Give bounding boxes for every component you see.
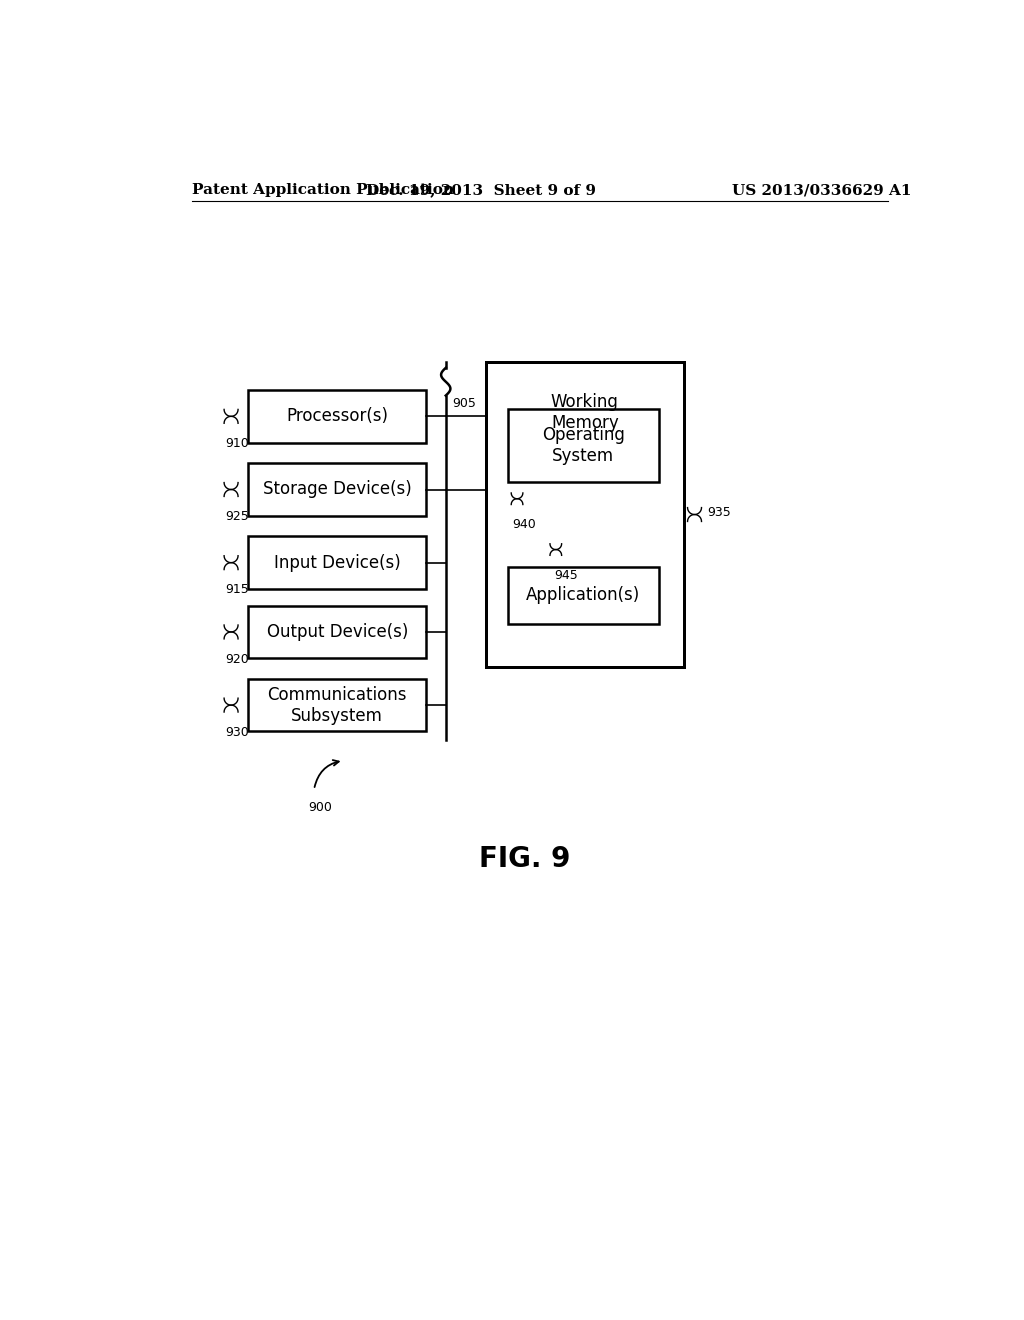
- Bar: [248, 678, 426, 731]
- Bar: [486, 363, 684, 667]
- Text: Working
Memory: Working Memory: [551, 393, 618, 432]
- Text: 940: 940: [512, 517, 537, 531]
- Text: 905: 905: [453, 397, 476, 411]
- Text: Communications
Subsystem: Communications Subsystem: [267, 685, 407, 725]
- Text: 935: 935: [707, 506, 731, 519]
- Text: Operating
System: Operating System: [542, 426, 625, 465]
- Text: Output Device(s): Output Device(s): [266, 623, 408, 642]
- Bar: [248, 536, 426, 589]
- Bar: [248, 606, 426, 659]
- Bar: [508, 566, 658, 624]
- Text: US 2013/0336629 A1: US 2013/0336629 A1: [732, 183, 912, 197]
- Text: FIG. 9: FIG. 9: [479, 845, 570, 873]
- Bar: [508, 409, 658, 482]
- Text: Storage Device(s): Storage Device(s): [263, 480, 412, 499]
- Text: Input Device(s): Input Device(s): [273, 553, 400, 572]
- Text: 910: 910: [225, 437, 249, 450]
- Text: Application(s): Application(s): [526, 586, 640, 605]
- Text: 925: 925: [225, 511, 249, 523]
- Text: Dec. 19, 2013  Sheet 9 of 9: Dec. 19, 2013 Sheet 9 of 9: [366, 183, 596, 197]
- Text: 930: 930: [225, 726, 249, 739]
- Text: 900: 900: [308, 800, 332, 813]
- Text: 915: 915: [225, 583, 249, 597]
- Text: 920: 920: [225, 653, 249, 665]
- Text: 945: 945: [554, 569, 578, 582]
- Text: Processor(s): Processor(s): [287, 408, 388, 425]
- Text: Patent Application Publication: Patent Application Publication: [191, 183, 454, 197]
- Bar: [248, 391, 426, 442]
- Bar: [248, 463, 426, 516]
